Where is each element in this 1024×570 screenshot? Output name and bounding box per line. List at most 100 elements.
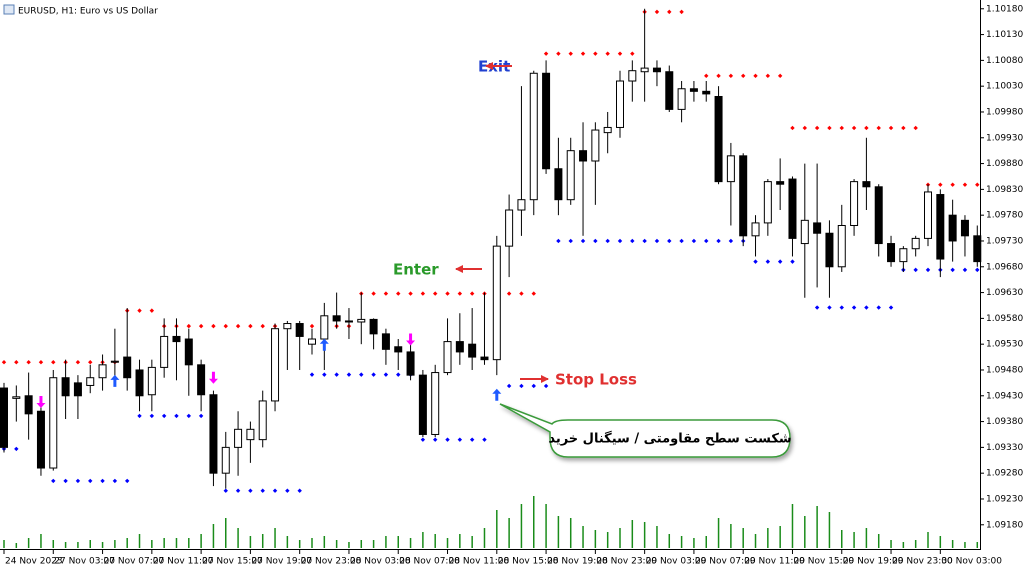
candle-body	[874, 186, 883, 245]
resistance-dot	[506, 291, 512, 296]
buy-arrow	[319, 338, 329, 351]
y-tick-label: 1.09380	[986, 417, 1023, 427]
candle-body	[616, 80, 624, 128]
candle-body	[49, 377, 58, 469]
support-dot	[396, 372, 401, 377]
candle-body	[123, 356, 132, 379]
resistance-dot	[223, 323, 228, 329]
candle-body	[480, 356, 489, 361]
resistance-dot	[605, 51, 610, 56]
resistance-dot	[371, 291, 376, 296]
resistance-dot	[580, 51, 586, 56]
stop-loss-label: Stop Loss	[555, 371, 637, 389]
candle-body	[948, 214, 957, 242]
resistance-dot	[51, 360, 56, 365]
buy-arrow	[492, 388, 502, 401]
resistance-dot	[950, 182, 955, 187]
support-dot	[100, 478, 105, 484]
candle-body	[86, 377, 95, 386]
support-dot	[851, 305, 857, 310]
support-dot	[888, 305, 894, 310]
candle-body	[172, 335, 181, 343]
resistance-dot	[198, 323, 204, 329]
support-dot	[260, 488, 265, 493]
resistance-dot	[420, 291, 426, 296]
candle-body	[320, 315, 329, 340]
support-dot	[223, 488, 228, 493]
resistance-dot	[851, 125, 857, 131]
resistance-dot	[88, 360, 93, 365]
support-dot	[556, 238, 561, 244]
resistance-dot	[704, 73, 709, 79]
resistance-dot	[211, 323, 216, 329]
y-tick-label: 1.09530	[986, 340, 1023, 350]
y-tick-label: 1.09730	[986, 236, 1023, 246]
resistance-dot	[433, 291, 438, 296]
candle-body	[381, 333, 390, 350]
y-tick-label: 1.10180	[986, 4, 1023, 14]
support-dot	[174, 413, 179, 419]
support-dot	[925, 267, 931, 273]
resistance-dot	[888, 125, 894, 131]
sell-arrow	[208, 371, 218, 384]
support-dot	[334, 372, 339, 377]
candle-body	[308, 338, 316, 345]
resistance-dot	[408, 291, 413, 296]
candle-body	[776, 181, 785, 185]
resistance-dot	[445, 291, 450, 296]
candle-body	[221, 446, 230, 474]
support-dot	[790, 259, 795, 264]
resistance-dot	[568, 51, 573, 56]
resistance-dot	[913, 125, 918, 131]
x-tick-label: 29 Nov 23:00	[892, 557, 953, 567]
x-tick-label: 30 Nov 03:00	[941, 557, 1002, 567]
candle-body	[505, 209, 514, 247]
support-dot	[679, 238, 684, 244]
resistance-dot	[777, 73, 783, 79]
candle-body	[739, 155, 748, 237]
support-dot	[593, 238, 598, 244]
candle-body	[135, 369, 144, 397]
candle-body	[751, 222, 760, 237]
candle-body	[665, 71, 674, 110]
resistance-dot	[235, 323, 241, 329]
plot-area	[0, 8, 982, 548]
support-dot	[235, 488, 241, 493]
resistance-dot	[864, 125, 869, 131]
resistance-dot	[75, 360, 81, 365]
resistance-dot	[753, 73, 758, 79]
support-dot	[322, 372, 327, 377]
candle-body	[455, 341, 464, 353]
resistance-dot	[716, 73, 721, 79]
resistance-dot	[248, 323, 253, 329]
resistance-dot	[260, 323, 265, 329]
candle-body	[603, 126, 612, 134]
support-dot	[186, 413, 191, 419]
x-tick-label: 29 Nov 19:00	[843, 557, 904, 567]
resistance-dot	[1, 360, 7, 365]
x-tick-label: 24 Nov 2023	[5, 557, 63, 567]
resistance-dot	[531, 291, 536, 296]
x-tick-label: 28 Nov 03:00	[350, 557, 411, 567]
candle-body	[443, 341, 452, 374]
resistance-dot	[679, 9, 684, 15]
x-tick-label: 28 Nov 19:00	[547, 557, 608, 567]
candle-body	[960, 219, 969, 237]
resistance-dot	[383, 291, 389, 296]
sell-arrow	[406, 333, 416, 346]
support-dot	[531, 383, 536, 389]
candle-body	[468, 343, 477, 358]
resistance-dot	[38, 360, 44, 365]
y-tick-label: 1.10030	[986, 82, 1023, 92]
candle-body	[234, 428, 243, 448]
y-tick-label: 1.09280	[986, 469, 1023, 479]
resistance-dot	[137, 308, 142, 313]
resistance-dot	[396, 291, 401, 296]
candle-body	[924, 191, 932, 239]
sell-arrow	[36, 395, 46, 408]
candle-body	[357, 318, 366, 323]
x-tick-label: 28 Nov 11:00	[449, 557, 510, 567]
candle-body	[862, 181, 871, 188]
resistance-dot	[765, 73, 771, 79]
